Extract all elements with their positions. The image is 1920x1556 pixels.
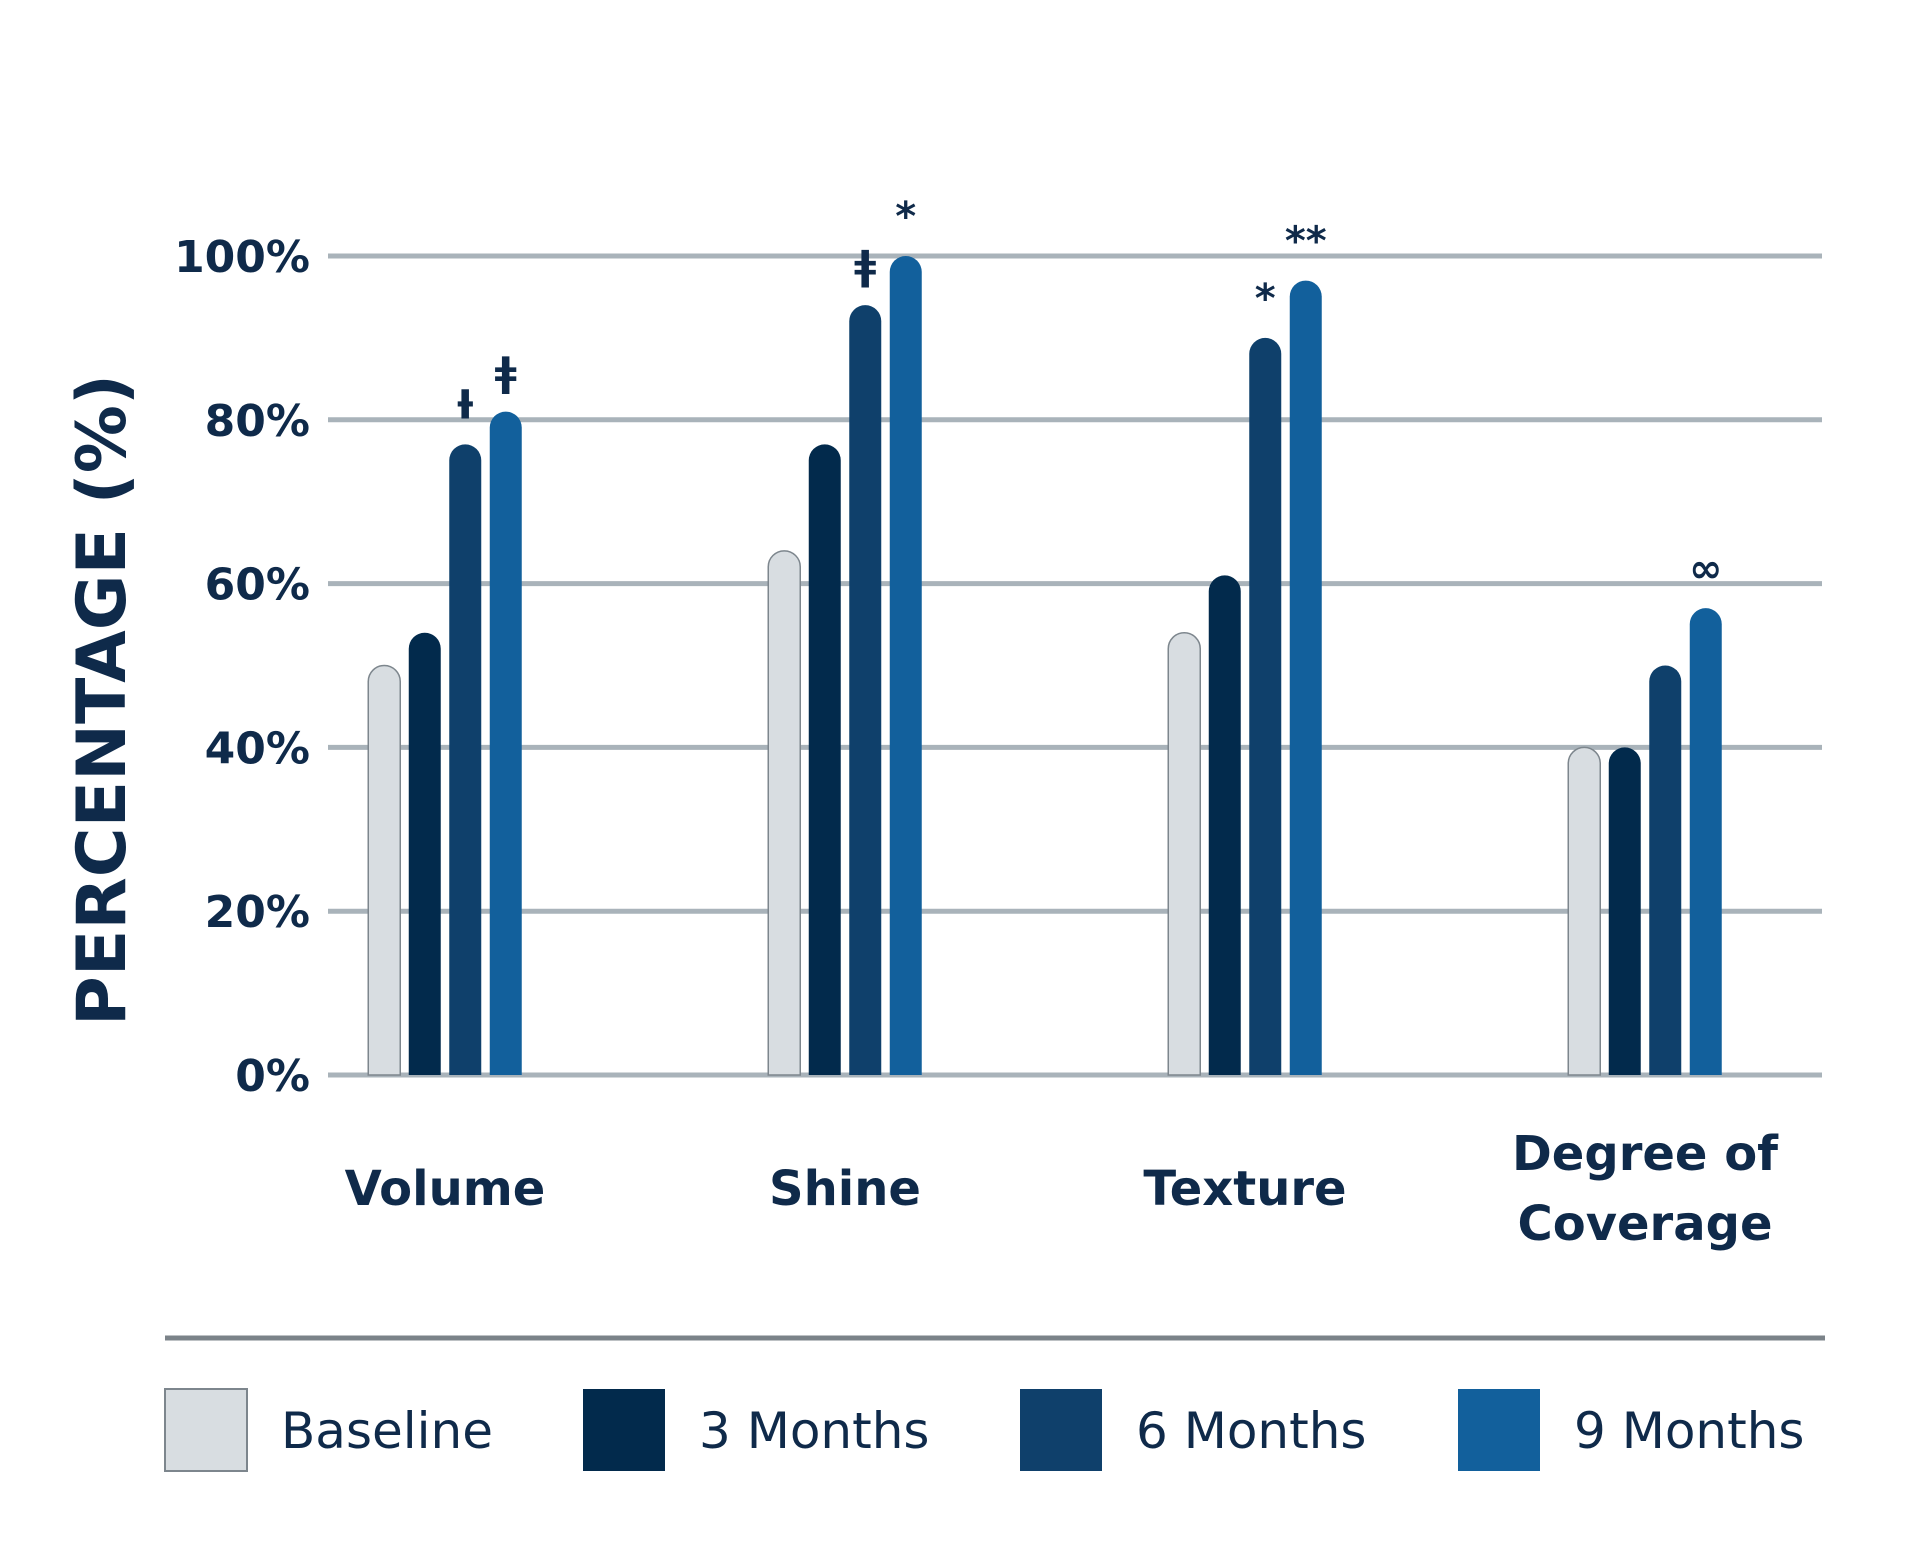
significance-marker: ǂ	[854, 243, 876, 289]
bar	[1289, 280, 1322, 1075]
bar	[808, 444, 841, 1075]
bar	[489, 411, 522, 1075]
legend-item: 9 Months	[1458, 1389, 1804, 1471]
bar	[889, 256, 922, 1075]
category-label: Volume	[345, 1161, 546, 1217]
legend-label: 9 Months	[1574, 1402, 1804, 1460]
legend-swatch	[1458, 1389, 1540, 1471]
legend-label: Baseline	[281, 1402, 493, 1460]
significance-marker: *	[895, 194, 916, 240]
legend-label: 3 Months	[699, 1402, 929, 1460]
y-axis-label: PERCENTAGE (%)	[63, 374, 142, 1026]
bar	[849, 305, 882, 1075]
significance-marker: Ɨ	[457, 382, 473, 428]
legend-swatch	[164, 1388, 248, 1472]
y-tick-label: 0%	[235, 1051, 310, 1102]
bar	[367, 664, 401, 1076]
legend: Baseline 3 Months 6 Months 9 Months	[164, 1388, 1804, 1472]
bar	[767, 550, 801, 1076]
legend-swatch	[583, 1389, 665, 1471]
legend-item: Baseline	[164, 1388, 493, 1472]
bar	[408, 632, 441, 1075]
bar	[1567, 746, 1601, 1076]
significance-marker: ǂ	[495, 350, 517, 396]
bar	[1167, 631, 1201, 1076]
bars	[367, 256, 1722, 1076]
annotations: Ɨǂǂ****∞	[457, 194, 1722, 592]
x-axis-categories: Volume Shine Texture Degree of Coverage	[345, 1126, 1780, 1252]
category-label: Texture	[1143, 1161, 1346, 1217]
legend-swatch	[1020, 1389, 1102, 1471]
bar	[1208, 575, 1241, 1075]
y-tick-label: 20%	[205, 887, 310, 938]
significance-marker: **	[1285, 219, 1327, 265]
legend-item: 3 Months	[583, 1389, 929, 1471]
bar	[449, 444, 482, 1075]
bar	[1249, 337, 1282, 1075]
category-label: Degree of	[1512, 1126, 1779, 1182]
y-tick-label: 60%	[205, 560, 310, 611]
bar	[1649, 665, 1682, 1075]
y-tick-label: 40%	[205, 723, 310, 774]
category-label: Coverage	[1517, 1196, 1772, 1252]
category-label: Shine	[769, 1161, 921, 1217]
y-axis-ticks: 0% 20% 40% 60% 80% 100%	[174, 232, 310, 1102]
y-tick-label: 100%	[174, 232, 310, 283]
legend-item: 6 Months	[1020, 1389, 1366, 1471]
y-tick-label: 80%	[205, 396, 310, 447]
bar	[1689, 608, 1722, 1075]
bar	[1608, 747, 1641, 1075]
significance-marker: *	[1255, 276, 1276, 322]
significance-marker: ∞	[1689, 546, 1722, 592]
legend-label: 6 Months	[1136, 1402, 1366, 1460]
